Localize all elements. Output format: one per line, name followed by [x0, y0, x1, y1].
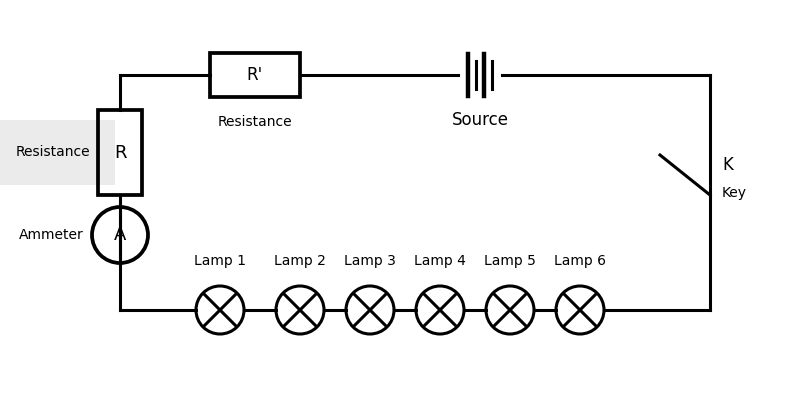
Text: Ammeter: Ammeter: [19, 228, 84, 242]
Text: Resistance: Resistance: [218, 115, 292, 129]
Text: Lamp 5: Lamp 5: [484, 254, 536, 268]
Text: A: A: [114, 226, 126, 244]
Text: Resistance: Resistance: [15, 145, 90, 160]
Text: R': R': [247, 66, 263, 84]
Text: K: K: [722, 156, 733, 174]
Text: Lamp 1: Lamp 1: [194, 254, 246, 268]
Text: Lamp 6: Lamp 6: [554, 254, 606, 268]
Text: Lamp 2: Lamp 2: [274, 254, 326, 268]
Bar: [98, 110, 142, 195]
Text: Key: Key: [722, 186, 747, 200]
Bar: [0, 120, 115, 185]
Text: Source: Source: [451, 111, 509, 129]
Text: Lamp 4: Lamp 4: [414, 254, 466, 268]
Text: R: R: [114, 143, 126, 162]
Text: Lamp 3: Lamp 3: [344, 254, 396, 268]
Bar: [210, 53, 300, 97]
